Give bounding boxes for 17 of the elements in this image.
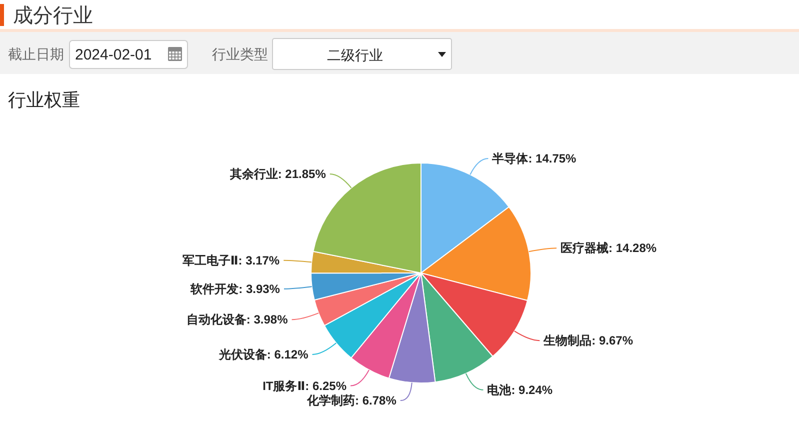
slice-label: 软件开发: 3.93% <box>190 282 280 296</box>
slice-label: 化学制药: 6.78% <box>306 394 397 408</box>
slice-label: 光伏设备: 6.12% <box>218 347 309 362</box>
slice-label: 半导体: 14.75% <box>491 151 577 166</box>
text: 二级行业 <box>327 47 383 63</box>
chart-subtitle: 行业权重 <box>8 90 80 110</box>
slice-label: IT服务Ⅱ: 6.25% <box>262 378 347 393</box>
slice-label: 自动化设备: 3.98% <box>186 312 288 327</box>
slice-label: 军工电子Ⅱ: 3.17% <box>182 253 280 268</box>
text: 行业类型 <box>212 46 268 62</box>
slice-label: 电池: 9.24% <box>487 382 553 397</box>
slice-label: 生物制品: 9.67% <box>542 334 634 348</box>
chart-title: 成分行业 <box>13 5 93 27</box>
text: 2024-02-01 <box>75 46 152 64</box>
slice-label: 医疗器械: 14.28% <box>560 241 657 256</box>
slice-label: 其余行业: 21.85% <box>228 166 326 181</box>
text: 截止日期 <box>8 46 64 62</box>
